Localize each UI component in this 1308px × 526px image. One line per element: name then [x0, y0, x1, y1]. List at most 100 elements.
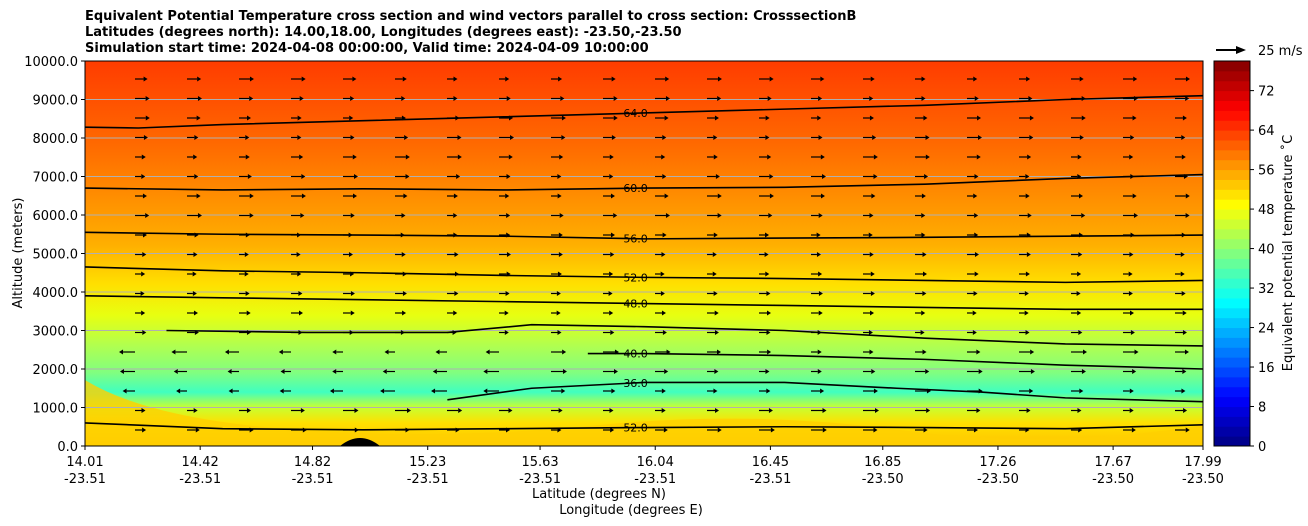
wind-vector	[228, 388, 239, 394]
x-tick-label-lon: -23.50	[1092, 472, 1134, 487]
y-tick-label: 10000.0	[24, 55, 78, 70]
wind-vector	[759, 96, 772, 101]
wind-vector	[759, 369, 770, 374]
colorbar-segment	[1214, 268, 1250, 279]
wind-vector	[1175, 115, 1187, 121]
wind-vector	[603, 388, 616, 394]
colorbar-segment	[1214, 120, 1250, 131]
x-tick-label-lon: -23.51	[407, 472, 449, 487]
wind-vector	[811, 447, 825, 452]
wind-vector	[1071, 271, 1082, 277]
wind-vector	[915, 135, 930, 140]
x-axis-label-latitude: Latitude (degrees N)	[532, 487, 666, 502]
gridlines	[85, 99, 1203, 408]
wind-vector	[447, 154, 462, 160]
wind-vector	[811, 310, 823, 316]
x-tick-label-lon: -23.50	[1182, 472, 1224, 487]
wind-vector	[863, 330, 873, 335]
wind-vector	[499, 330, 509, 335]
chart-title: Equivalent Potential Temperature cross s…	[85, 9, 856, 57]
wind-vector	[655, 427, 668, 433]
wind-vector	[343, 447, 357, 452]
wind-vector	[332, 349, 343, 355]
x-tick-label-lat: 17.67	[1095, 455, 1132, 470]
wind-vector	[499, 408, 513, 413]
wind-vector	[863, 76, 875, 82]
wind-vector	[395, 408, 411, 413]
wind-vector	[291, 96, 304, 101]
wind-vector	[1071, 213, 1086, 218]
x-tick-label-lat: 14.82	[294, 455, 331, 470]
wind-vector	[499, 291, 510, 296]
contour-label: 40.0	[623, 348, 648, 361]
wind-vector	[239, 96, 254, 101]
wind-vector	[1019, 447, 1031, 452]
wind-vector	[863, 96, 874, 101]
wind-vector	[499, 135, 514, 140]
wind-vector	[239, 135, 250, 140]
wind-vector	[1175, 252, 1185, 257]
contour-label: 60.0	[623, 182, 648, 195]
wind-vector	[187, 96, 202, 101]
wind-vector	[551, 76, 563, 82]
wind-vector	[1175, 388, 1186, 394]
colorbar-segment	[1214, 110, 1250, 121]
wind-vector	[863, 232, 873, 238]
wind-vector	[135, 96, 150, 101]
wind-vector	[1071, 154, 1082, 160]
colorbar-segment	[1214, 327, 1250, 338]
wind-vector	[291, 252, 301, 257]
colorbar-segment	[1214, 278, 1250, 289]
wind-vector	[811, 291, 823, 296]
wind-vector	[863, 115, 874, 121]
wind-vector	[447, 252, 459, 257]
wind-vector	[863, 252, 874, 257]
colorbar-tick-label: 32	[1258, 282, 1275, 297]
wind-vector	[395, 135, 409, 140]
colorbar-segment	[1214, 139, 1250, 151]
wind-vector	[915, 193, 926, 199]
wind-vector	[291, 271, 302, 277]
colorbar-segment	[1214, 61, 1250, 72]
wind-vector	[1071, 369, 1086, 374]
wind-vector	[1019, 388, 1034, 394]
colorbar-segment	[1214, 228, 1250, 240]
contour-label: 64.0	[623, 107, 648, 120]
wind-vector	[1175, 271, 1185, 277]
wind-vector	[915, 349, 927, 355]
wind-vector	[759, 427, 775, 433]
colorbar-tick-label: 8	[1258, 401, 1266, 416]
quiver-key-arrowhead	[1236, 46, 1246, 54]
contour-label: 36.0	[623, 377, 648, 390]
colorbar-segment	[1214, 209, 1250, 220]
quiver-key-label: 25 m/s	[1258, 44, 1303, 59]
wind-vector	[135, 76, 148, 82]
x-tick-label-lat: 16.04	[637, 455, 674, 470]
wind-vector	[811, 76, 825, 82]
wind-vector	[447, 310, 458, 316]
wind-vector	[655, 447, 670, 452]
wind-vector	[967, 369, 983, 374]
wind-vector	[1123, 408, 1134, 413]
wind-vector	[915, 76, 926, 82]
x-axis: 14.01 -23.51 14.42 -23.51 14.82 -23.51 15.23 -2…	[64, 446, 1224, 487]
wind-vector	[603, 271, 614, 277]
wind-vector	[1071, 193, 1084, 199]
wind-vector	[239, 310, 251, 316]
x-tick-label-lat: 16.45	[752, 455, 789, 470]
wind-vector	[187, 310, 198, 316]
wind-vector	[343, 96, 355, 101]
wind-vector	[551, 96, 565, 101]
wind-vector	[239, 154, 250, 160]
wind-vector	[551, 369, 567, 374]
wind-vector	[863, 291, 875, 296]
wind-vector	[603, 408, 614, 413]
contour-line	[166, 323, 1203, 347]
contour-line	[85, 295, 1203, 311]
wind-vector	[1071, 447, 1085, 452]
wind-vector	[1123, 369, 1137, 374]
title-line-2: Latitudes (degrees north): 14.00,18.00, …	[85, 25, 682, 40]
wind-vector	[1123, 76, 1138, 82]
x-axis-label-longitude: Longitude (degrees E)	[559, 503, 703, 518]
wind-vector	[1175, 349, 1189, 355]
